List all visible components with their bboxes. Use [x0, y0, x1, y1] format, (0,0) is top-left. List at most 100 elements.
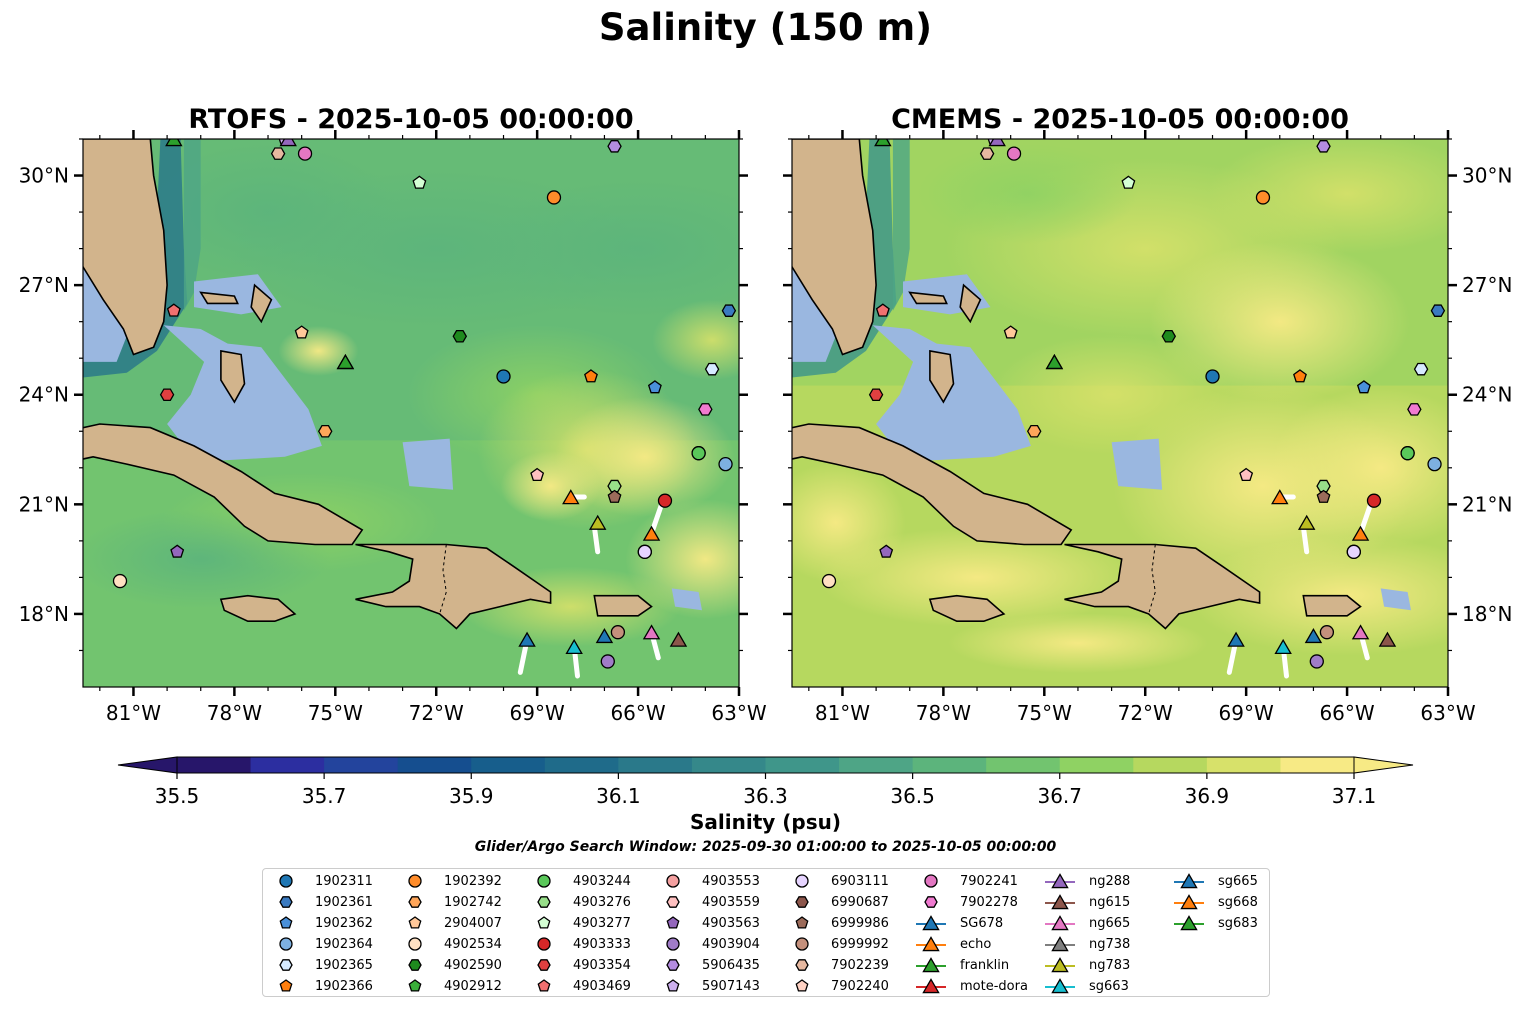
argo-float-6999992 — [610, 625, 626, 640]
legend-marker-shape — [795, 937, 809, 951]
argo-float-1902311 — [1205, 369, 1220, 384]
search-window-text: Glider/Argo Search Window: 2025-09-30 01… — [474, 839, 1057, 855]
colorbar-bin — [177, 757, 252, 773]
argo-float-4903559 — [1239, 467, 1254, 482]
y-tick-label: 27°N — [19, 273, 69, 297]
legend-marker — [279, 959, 293, 971]
shallow-bank — [1380, 588, 1411, 611]
legend-label: 5907143 — [702, 979, 760, 994]
legend-label: 7902239 — [831, 958, 889, 973]
legend-marker-shape — [1180, 873, 1198, 889]
legend-marker-shape — [666, 937, 680, 951]
legend-marker-shape — [1051, 957, 1069, 973]
map-panel-cmems: 81°W 78°W 75°W 72°W 69°W 66°W 63°W 30°N 27°N 24°N… — [783, 130, 1512, 725]
argo-float-2904007 — [294, 325, 309, 339]
argo-float-4903563 — [170, 544, 185, 558]
legend-marker-shape — [666, 896, 680, 908]
colorbar-bin — [1059, 757, 1134, 773]
legend-label: ng783 — [1089, 958, 1131, 973]
legend-marker-shape — [922, 936, 940, 952]
legend-label: ng665 — [1089, 916, 1131, 931]
argo-float-7902278 — [698, 403, 713, 416]
map-frame — [82, 138, 740, 688]
y-tick-label: 21°N — [19, 492, 69, 516]
legend-label: ng738 — [1089, 937, 1131, 952]
glider-ng783 — [1297, 514, 1316, 530]
legend-marker — [795, 979, 809, 992]
land-abaco — [959, 283, 982, 324]
legend-label: 4903563 — [702, 916, 760, 931]
legend-label: 4903333 — [573, 937, 631, 952]
legend-label: 4902590 — [444, 958, 502, 973]
legend-marker — [795, 916, 809, 929]
x-tick-label: 63°W — [1420, 701, 1475, 725]
x-tick-label: 72°W — [409, 701, 464, 725]
land-grandbahama — [199, 291, 239, 305]
land-cuba — [83, 423, 364, 546]
glider-ng665 — [642, 624, 661, 640]
shallow-bank — [872, 325, 1031, 461]
legend-marker-shape — [924, 896, 938, 908]
legend-marker — [408, 979, 422, 992]
argo-float-4903277 — [1121, 175, 1136, 189]
legend-label: 1902311 — [315, 874, 373, 889]
x-tick-label: 66°W — [1319, 701, 1374, 725]
legend-marker-shape — [279, 959, 293, 971]
glider-ng288 — [988, 139, 1006, 147]
legend-marker — [408, 937, 422, 951]
argo-float-4902590 — [1161, 329, 1177, 343]
legend-marker — [666, 874, 680, 888]
legend-label: 4902912 — [444, 979, 502, 994]
legend-marker — [279, 896, 293, 908]
legend-label: 4903354 — [573, 958, 631, 973]
argo-float-4903244 — [1400, 446, 1415, 461]
legend-marker-shape — [795, 896, 809, 908]
colorbar-bin — [250, 757, 325, 773]
argo-float-6990687 — [637, 544, 652, 559]
legend-label: mote-dora — [960, 979, 1028, 994]
glider-SG678 — [518, 631, 536, 647]
land-abaco — [250, 283, 273, 324]
argo-float-7902239 — [270, 147, 286, 160]
argo-float-4902534 — [112, 573, 128, 589]
argo-float-4902590 — [452, 329, 468, 343]
legend-label: SG678 — [960, 916, 1004, 931]
argo-float-7902278 — [1407, 403, 1422, 416]
legend-marker — [537, 959, 551, 971]
argo-float-4903276 — [1316, 479, 1331, 493]
country-border — [1148, 544, 1156, 615]
land-hispaniola — [355, 543, 552, 630]
legend-marker — [916, 915, 946, 931]
legend-marker-shape — [1180, 915, 1198, 931]
argo-float-1902361 — [1430, 304, 1446, 317]
legend-marker — [537, 916, 551, 929]
legend-label: sg663 — [1089, 979, 1129, 994]
legend-label: 4903904 — [702, 937, 760, 952]
legend-marker-shape — [537, 874, 551, 888]
legend-marker — [666, 959, 680, 971]
legend-label: 4903276 — [573, 895, 631, 910]
shallow-bank — [671, 588, 702, 611]
land-cuba — [792, 423, 1073, 546]
shallow-bank — [83, 266, 127, 362]
map-panel-rtofs: 81°W 78°W 75°W 72°W 69°W 66°W 63°W 30°N 27°N 24°N… — [19, 130, 767, 725]
glider-sg663 — [1274, 638, 1292, 655]
legend-marker — [916, 978, 946, 994]
argo-float-4903354 — [159, 388, 175, 402]
argo-float-4903563 — [879, 544, 894, 558]
legend-marker — [795, 959, 809, 971]
legend-marker-shape — [537, 916, 551, 929]
legend-marker-shape — [1180, 894, 1198, 910]
argo-float-4903469 — [166, 303, 181, 317]
glider-sg683 — [336, 353, 355, 370]
argo-float-4903559 — [530, 467, 545, 482]
x-tick-label: 69°W — [1219, 701, 1274, 725]
legend-marker — [1045, 957, 1075, 973]
argo-float-5906435 — [1316, 140, 1331, 153]
glider-sg668 — [562, 489, 580, 505]
glider-sg665 — [1304, 627, 1323, 644]
argo-float-5906435 — [607, 140, 622, 153]
legend-marker — [279, 874, 293, 888]
legend-label: 6990687 — [831, 895, 889, 910]
legend-label: 7902240 — [831, 979, 889, 994]
